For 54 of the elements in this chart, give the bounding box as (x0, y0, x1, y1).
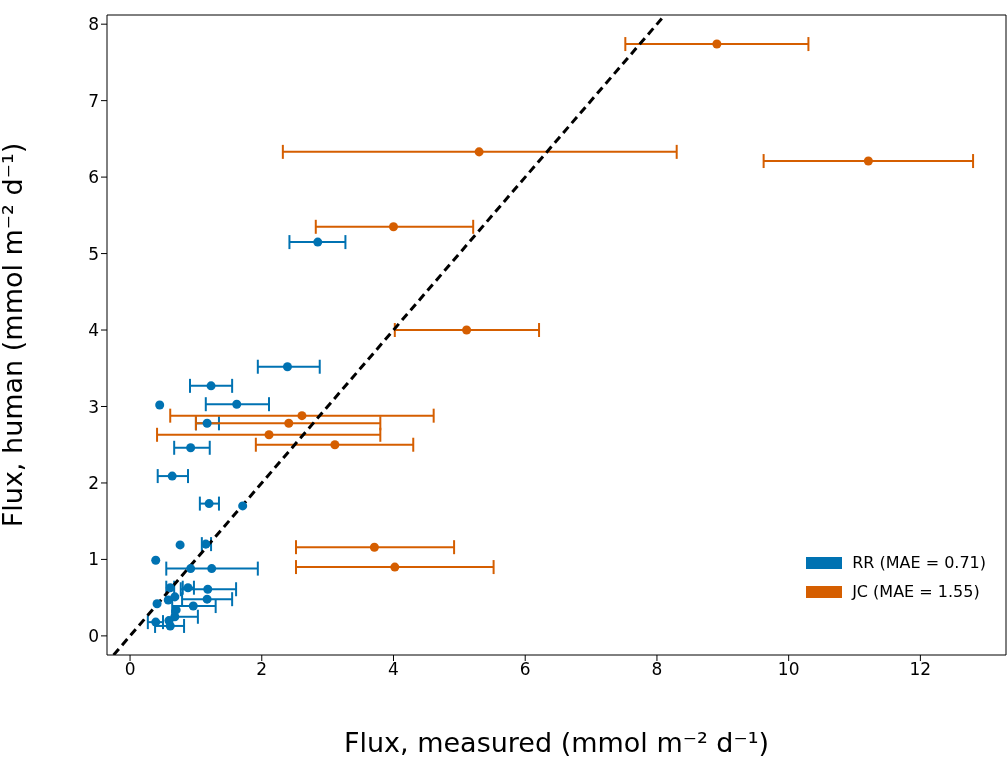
point (155, 400, 165, 410)
point (165, 621, 175, 631)
point (330, 440, 340, 450)
point (151, 617, 161, 627)
point (152, 599, 162, 609)
point (712, 39, 722, 49)
y-tick-label: 1 (88, 549, 99, 570)
point (232, 399, 242, 409)
point (203, 584, 213, 594)
x-tick-label: 8 (651, 659, 663, 680)
y-tick-label: 5 (88, 243, 99, 264)
point (167, 471, 177, 481)
point (201, 539, 211, 549)
point (175, 540, 185, 550)
point (369, 542, 379, 552)
point (186, 443, 196, 453)
point (264, 430, 274, 440)
point (165, 583, 175, 593)
point (202, 418, 212, 428)
point (284, 418, 294, 428)
y-tick-label: 6 (88, 167, 99, 188)
point (206, 381, 216, 391)
legend-label: JC (MAE = 1.55) (852, 581, 980, 603)
x-tick-label: 0 (124, 659, 136, 680)
y-tick-label: 2 (88, 472, 99, 493)
point (188, 601, 198, 611)
point (163, 595, 173, 605)
y-tick-label: 4 (88, 320, 99, 341)
point (238, 501, 248, 511)
x-tick-label: 4 (388, 659, 399, 680)
point (207, 564, 217, 574)
y-axis-title: Flux, human (mmol m⁻² d⁻¹) (0, 142, 28, 528)
x-tick-label: 6 (519, 659, 531, 680)
x-tick-label: 12 (909, 659, 932, 680)
x-tick-label: 10 (777, 659, 800, 680)
legend-label: RR (MAE = 0.71) (852, 552, 986, 574)
y-tick-label: 8 (88, 14, 99, 35)
point (390, 562, 400, 572)
point (282, 362, 292, 372)
y-tick-label: 3 (88, 396, 99, 417)
point (462, 325, 472, 335)
y-tick-label: 0 (88, 625, 99, 646)
point (474, 147, 484, 157)
x-axis-title: Flux, measured (mmol m⁻² d⁻¹) (343, 727, 770, 758)
point (151, 555, 161, 565)
x-tick-label: 2 (256, 659, 268, 680)
point (202, 594, 212, 604)
point (863, 156, 873, 166)
point (297, 411, 307, 421)
point (388, 222, 399, 232)
point (204, 499, 214, 509)
point (186, 564, 196, 574)
y-tick-label: 7 (88, 90, 99, 111)
point (313, 237, 323, 247)
